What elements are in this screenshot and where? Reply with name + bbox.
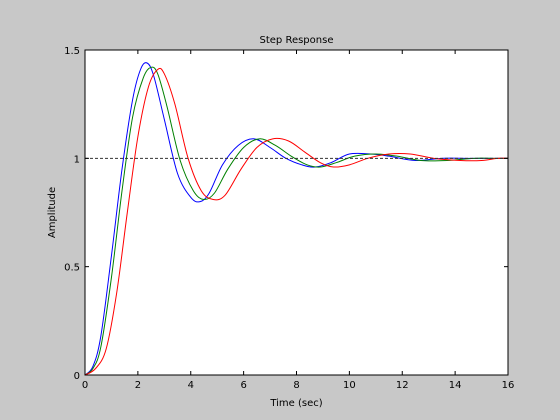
y-tick-label-1: 0.5 <box>64 263 80 274</box>
x-tick-label-4: 8 <box>293 380 299 391</box>
y-tick-label-3: 1.5 <box>64 46 80 57</box>
series-line-2 <box>84 66 508 376</box>
x-tick-label-7: 14 <box>449 380 462 391</box>
x-axis-label: Time (sec) <box>269 398 322 409</box>
x-tick-label-5: 10 <box>343 380 356 391</box>
curves-layer <box>84 62 509 376</box>
y-tick-label-2: 1 <box>74 154 80 165</box>
x-tick-label-0: 0 <box>82 380 88 391</box>
x-tick-label-1: 2 <box>135 380 141 391</box>
y-axis-label: Amplitude <box>47 187 58 238</box>
x-tick-label-2: 4 <box>188 380 194 391</box>
chart-title: Step Response <box>260 35 334 46</box>
x-tick-label-3: 6 <box>240 380 246 391</box>
plot-area <box>85 50 508 375</box>
series-line-3 <box>84 67 509 376</box>
ticks-layer: 0 2 4 6 8 10 12 14 16 0 0.5 1 1.5 <box>64 46 514 391</box>
x-tick-label-6: 12 <box>396 380 409 391</box>
series-line-1 <box>84 62 508 376</box>
y-tick-label-0: 0 <box>74 371 80 382</box>
x-tick-label-8: 16 <box>502 380 515 391</box>
